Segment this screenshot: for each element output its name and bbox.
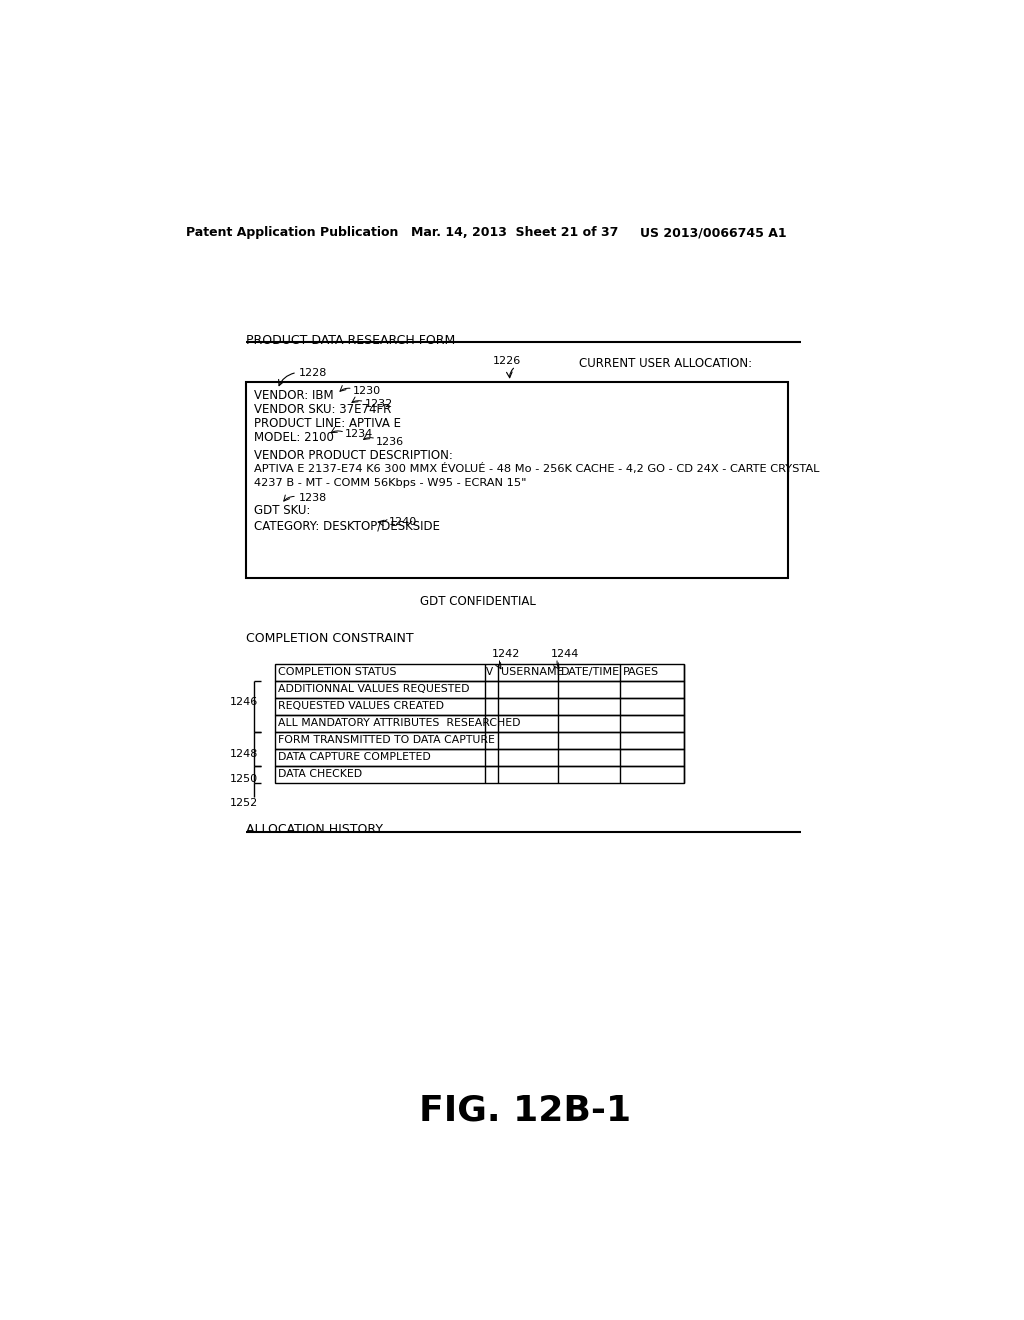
Bar (275, 733, 684, 748)
Bar (275, 715, 684, 733)
Text: VENDOR SKU: 37E74FR: VENDOR SKU: 37E74FR (254, 404, 391, 416)
Text: FIG. 12B-1: FIG. 12B-1 (419, 1094, 631, 1129)
Text: 1244: 1244 (550, 649, 579, 659)
Text: 4237 B - MT - COMM 56Kbps - W95 - ECRAN 15": 4237 B - MT - COMM 56Kbps - W95 - ECRAN … (254, 478, 526, 488)
Text: REQUESTED VALUES CREATED: REQUESTED VALUES CREATED (278, 701, 443, 711)
Text: PAGES: PAGES (624, 668, 659, 677)
Bar (275, 664, 684, 681)
Text: 1234: 1234 (345, 429, 374, 440)
Text: 1226: 1226 (493, 355, 521, 366)
Text: VENDOR PRODUCT DESCRIPTION:: VENDOR PRODUCT DESCRIPTION: (254, 449, 453, 462)
Text: CATEGORY: DESKTOP/DESKSIDE: CATEGORY: DESKTOP/DESKSIDE (254, 520, 439, 532)
Text: DATA CHECKED: DATA CHECKED (278, 770, 361, 779)
Text: 1246: 1246 (230, 697, 258, 706)
Text: V: V (486, 668, 494, 677)
Text: 1248: 1248 (230, 748, 259, 759)
Bar (275, 681, 684, 698)
Bar (275, 748, 684, 766)
Text: 1238: 1238 (299, 494, 327, 503)
Text: ADDITIONNAL VALUES REQUESTED: ADDITIONNAL VALUES REQUESTED (278, 684, 469, 694)
Text: 1250: 1250 (230, 775, 258, 784)
Text: 1236: 1236 (376, 437, 404, 447)
Text: COMPLETION CONSTRAINT: COMPLETION CONSTRAINT (246, 632, 414, 645)
Bar (246, 381, 788, 578)
Text: USERNAME: USERNAME (501, 668, 563, 677)
Text: PRODUCT DATA RESEARCH FORM: PRODUCT DATA RESEARCH FORM (246, 334, 455, 347)
Text: 1232: 1232 (365, 400, 392, 409)
Text: ALL MANDATORY ATTRIBUTES  RESEARCHED: ALL MANDATORY ATTRIBUTES RESEARCHED (278, 718, 520, 729)
Text: 1252: 1252 (230, 799, 258, 808)
Text: 1242: 1242 (493, 649, 520, 659)
Text: CURRENT USER ALLOCATION:: CURRENT USER ALLOCATION: (579, 358, 753, 370)
Text: 1240: 1240 (389, 517, 418, 527)
Text: PRODUCT LINE: APTIVA E: PRODUCT LINE: APTIVA E (254, 417, 400, 430)
Text: GDT CONFIDENTIAL: GDT CONFIDENTIAL (421, 595, 537, 609)
Text: 1228: 1228 (299, 368, 327, 378)
Text: GDT SKU:: GDT SKU: (254, 504, 310, 517)
Text: VENDOR: IBM: VENDOR: IBM (254, 389, 333, 403)
Text: FORM TRANSMITTED TO DATA CAPTURE: FORM TRANSMITTED TO DATA CAPTURE (278, 735, 495, 744)
Text: 1230: 1230 (352, 385, 381, 396)
Text: Patent Application Publication: Patent Application Publication (186, 226, 398, 239)
Text: COMPLETION STATUS: COMPLETION STATUS (279, 668, 397, 677)
Text: DATE/TIME: DATE/TIME (561, 668, 621, 677)
Text: ALLOCATION HISTORY: ALLOCATION HISTORY (246, 822, 383, 836)
Text: US 2013/0066745 A1: US 2013/0066745 A1 (640, 226, 786, 239)
Text: APTIVA E 2137-E74 K6 300 MMX ÉVOLUÉ - 48 Mo - 256K CACHE - 4,2 GO - CD 24X - CAR: APTIVA E 2137-E74 K6 300 MMX ÉVOLUÉ - 48… (254, 463, 819, 474)
Text: Mar. 14, 2013  Sheet 21 of 37: Mar. 14, 2013 Sheet 21 of 37 (411, 226, 618, 239)
Bar (275, 766, 684, 783)
Text: DATA CAPTURE COMPLETED: DATA CAPTURE COMPLETED (278, 752, 430, 762)
Text: MODEL: 2100: MODEL: 2100 (254, 430, 334, 444)
Bar (275, 698, 684, 715)
